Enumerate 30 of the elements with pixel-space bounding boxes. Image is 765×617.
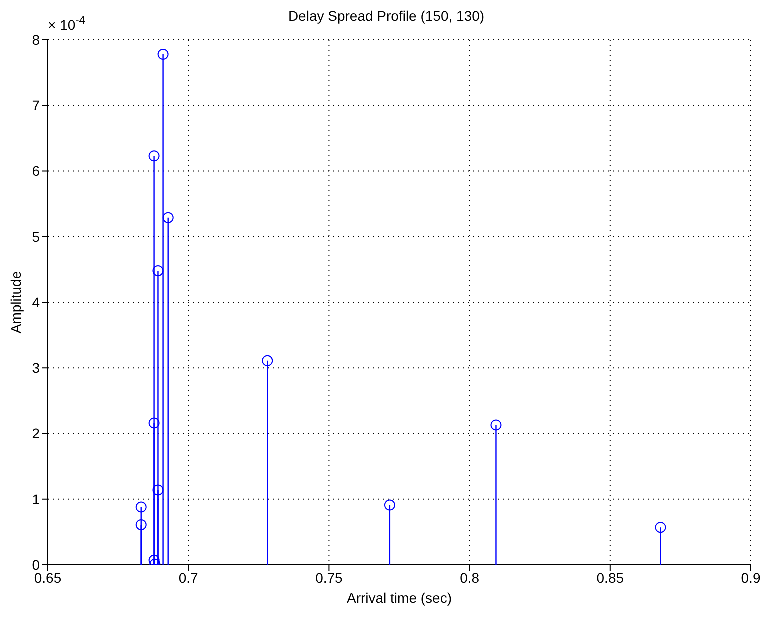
point [152,484,164,496]
x-tick-label: 0.75 [316,570,344,586]
point [655,522,666,534]
point [136,502,147,513]
point [490,420,502,431]
x-tick-label: 0.85 [596,570,624,586]
y-tick-label: 4 [32,294,40,310]
point [158,48,169,60]
point [136,519,147,530]
text: × 10$^{-4}$ [48,15,86,33]
point [162,212,174,224]
y-axis-title: Amplitude [8,271,24,334]
y-tick-label: 2 [32,426,40,442]
point [148,418,160,429]
x-tick-label: 0.9 [741,570,761,586]
point [384,500,396,511]
point [148,554,160,565]
x-tick-label: 0.7 [178,570,199,586]
y-tick-label: 5 [32,228,40,245]
y-tick-label: 1 [32,491,40,508]
point [152,266,164,276]
point [148,150,160,162]
y-tick-label: 7 [32,98,40,114]
y-tick-label: 3 [32,360,40,376]
y-tick-label: 8 [32,32,40,48]
y-tick-label: 6 [32,163,40,180]
x-tick-label: 0.8 [460,570,480,586]
chart-title: Delay Spread Profile (150, 130) [288,8,485,24]
x-axis-title: Arrival time (sec) [346,590,452,606]
point [262,355,274,366]
